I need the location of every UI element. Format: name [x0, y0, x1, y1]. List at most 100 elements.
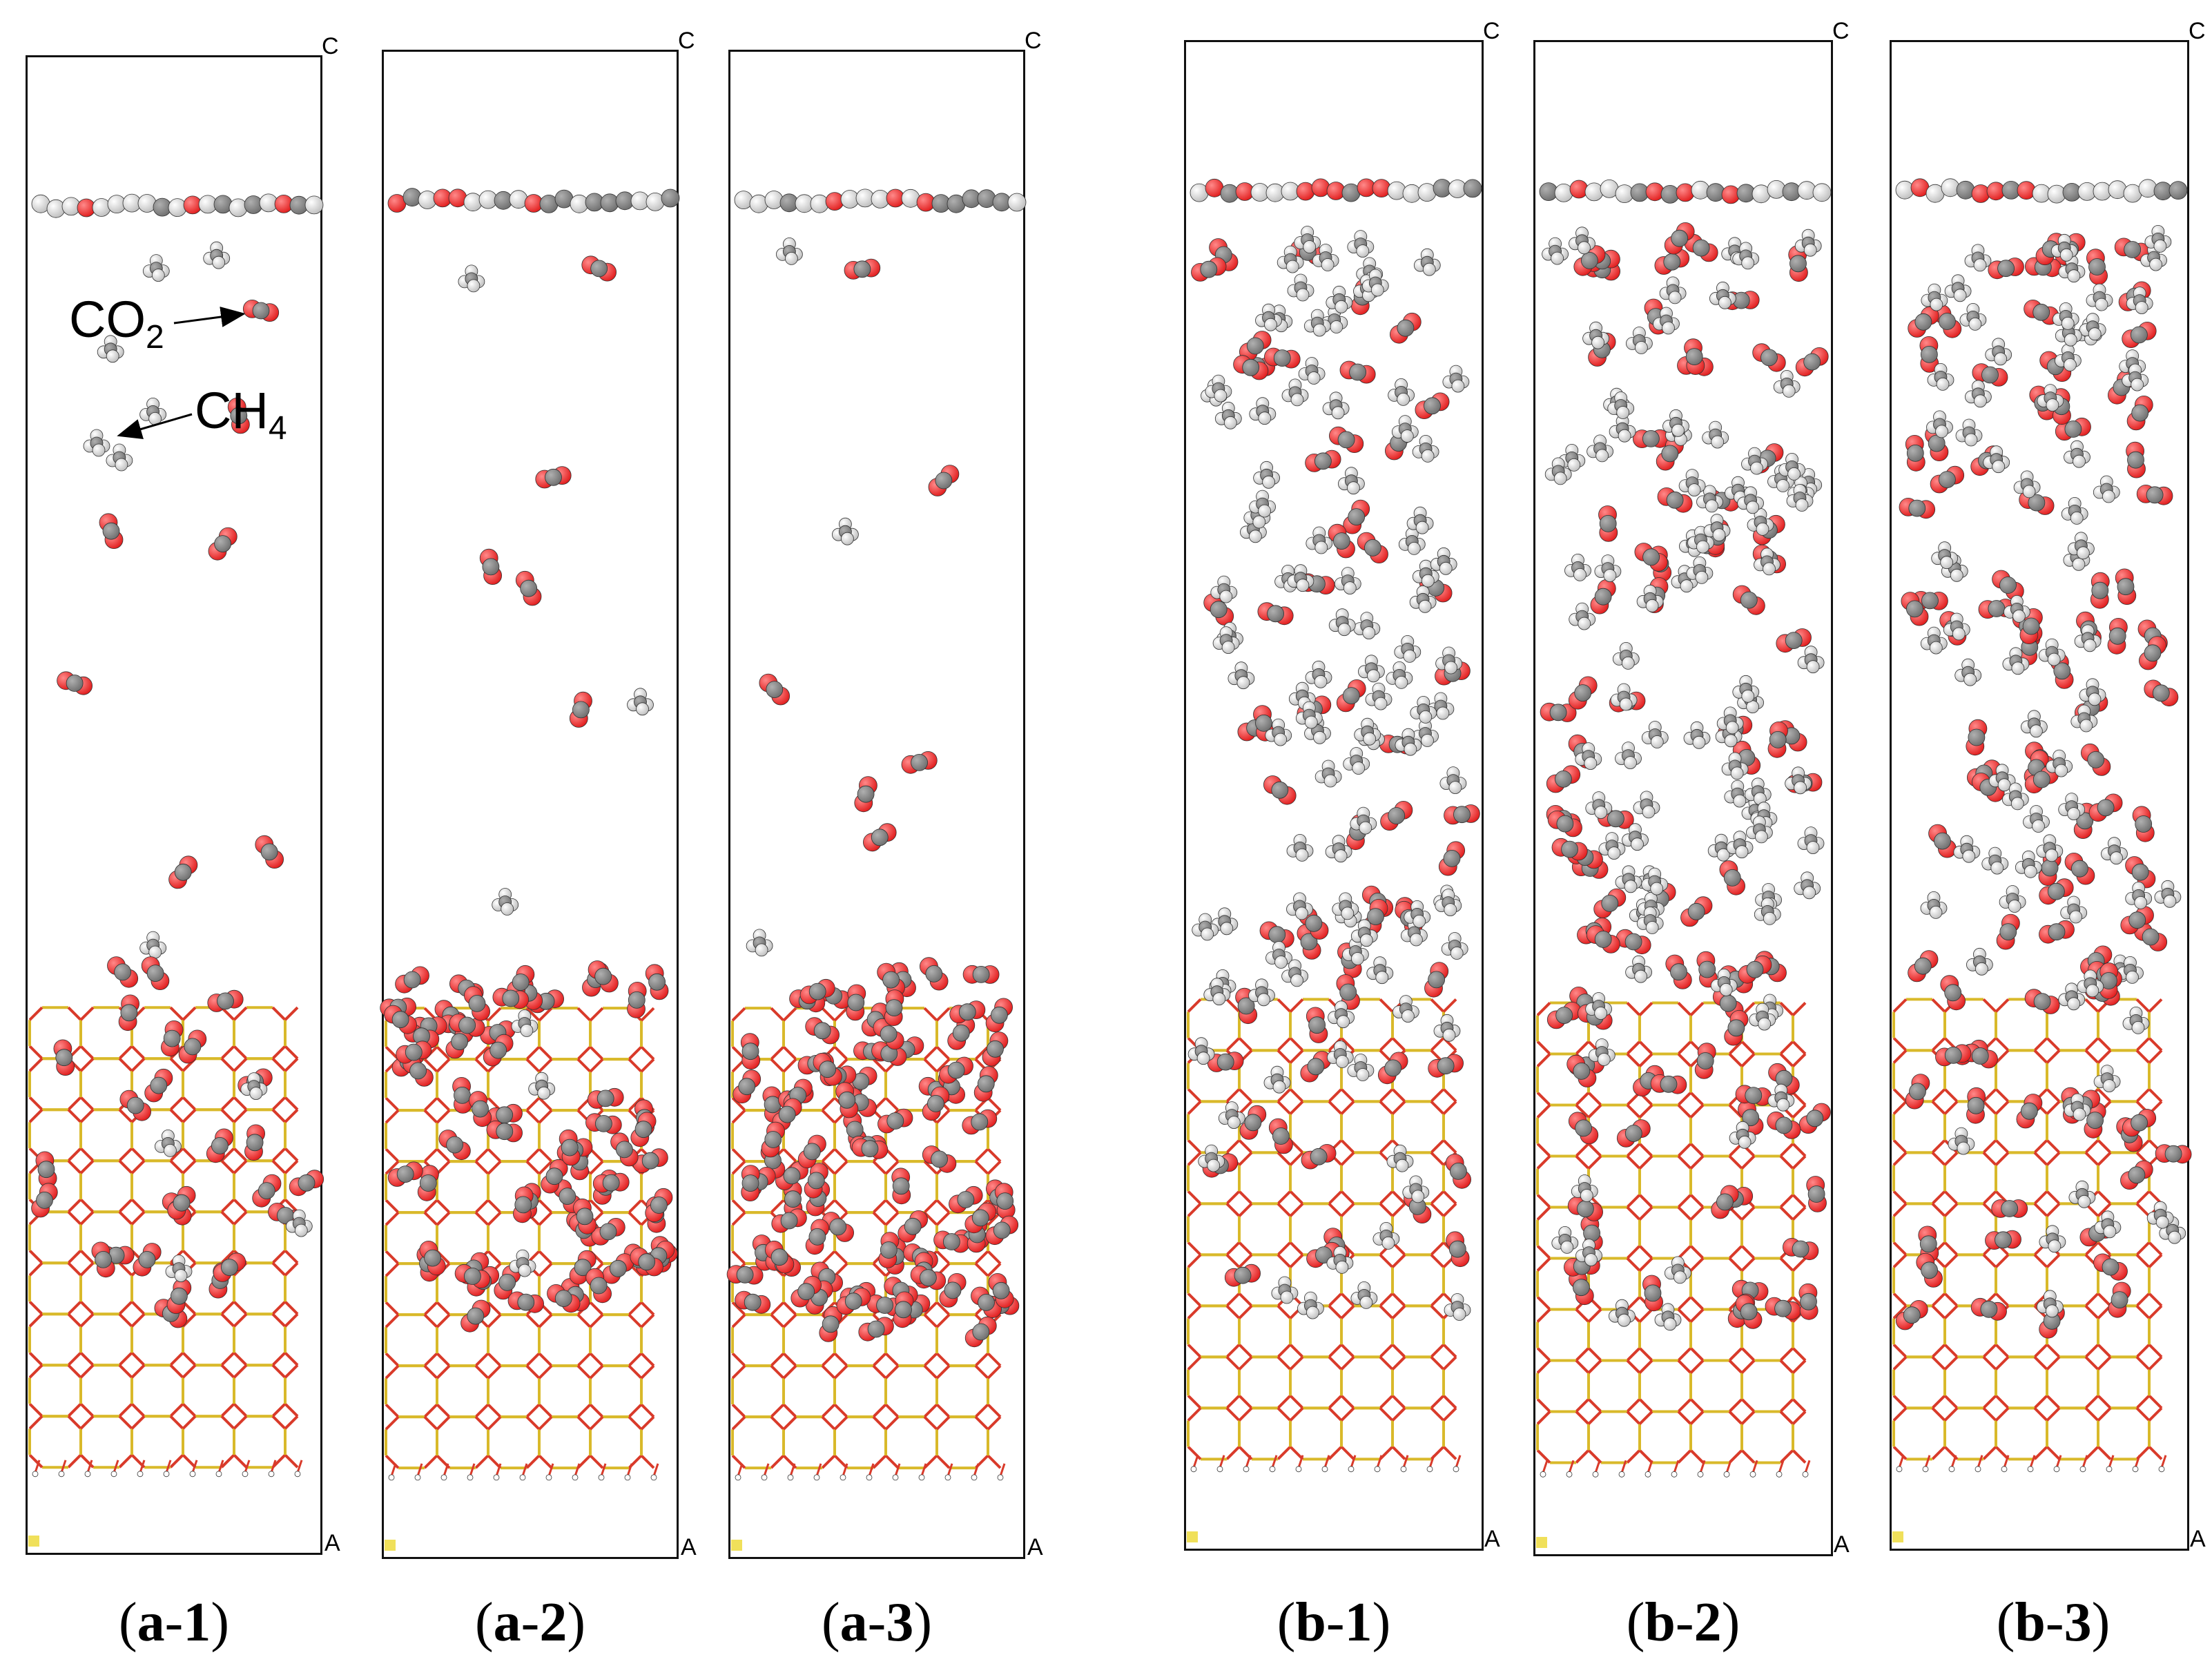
ch4-molecule: [1326, 1040, 1354, 1068]
ch4-molecule: [1615, 865, 1642, 893]
co2-molecule: [587, 1087, 624, 1109]
ch4-molecule: [1281, 959, 1308, 987]
ch4-molecule: [1412, 559, 1439, 588]
ch4-molecule: [2058, 793, 2086, 820]
co2-molecule: [922, 1145, 957, 1173]
co2-molecule: [1297, 924, 1321, 960]
ch4-molecule: [1253, 461, 1280, 489]
ch4-molecule: [1981, 846, 2009, 875]
ch4-molecule: [1386, 661, 1413, 689]
ch4-molecule: [1707, 833, 1735, 862]
co2-molecule: [854, 776, 877, 813]
co2-molecule: [741, 1165, 760, 1201]
ch4-molecule: [1625, 955, 1653, 983]
co2-molecule: [1380, 801, 1413, 831]
co2-molecule: [1546, 1002, 1582, 1029]
co2-molecule: [1446, 1231, 1470, 1268]
co2-molecule: [1665, 954, 1692, 989]
ch4-molecule: [2015, 850, 2042, 878]
ch4-molecule: [1203, 978, 1231, 1006]
ch4-molecule: [1702, 420, 1729, 449]
co2-molecule: [1656, 436, 1684, 471]
ch4-molecule: [1409, 585, 1437, 613]
simulation-box-b-3: [1890, 40, 2189, 1551]
axis-c-label-a-1: C: [322, 33, 339, 59]
ch4-molecule: [106, 443, 133, 472]
ch4-molecule: [2050, 233, 2078, 262]
co2-molecule: [1239, 1105, 1267, 1140]
co2-molecule: [805, 1017, 840, 1045]
co2-molecule: [483, 1034, 514, 1067]
ch4-molecule: [1988, 764, 2016, 792]
co2-molecule: [515, 570, 542, 606]
ch4-molecule: [1709, 281, 1736, 309]
co2-molecule: [1719, 860, 1746, 895]
co2-molecule: [2120, 1160, 2153, 1190]
ch4-molecule: [1343, 747, 1370, 775]
ch4-molecule: [165, 1255, 193, 1282]
co2-molecule: [627, 982, 647, 1018]
co2-molecule: [602, 1253, 634, 1284]
co2-molecule: [384, 1005, 417, 1034]
ch4-molecule: [1326, 285, 1353, 313]
co2-molecule: [632, 1148, 668, 1174]
co2-molecule: [1752, 343, 1786, 372]
ch4-molecule: [1716, 706, 1744, 735]
ch4-molecule: [1306, 526, 1333, 554]
co2-molecule: [759, 673, 790, 706]
co2-molecule: [452, 1077, 472, 1114]
co2-molecule: [178, 1029, 207, 1064]
ch4-molecule: [2122, 1007, 2150, 1034]
ch4-molecule: [1571, 1174, 1598, 1202]
co2-annotation-label: CO2: [69, 291, 164, 356]
ch4-molecule: [458, 264, 485, 293]
ch4-molecule: [1747, 508, 1774, 536]
axis-a-label-b-2: A: [1834, 1531, 1850, 1558]
ch4-molecule: [1966, 947, 1993, 976]
ch4-molecule: [1342, 938, 1369, 965]
ch4-molecule: [1350, 806, 1377, 835]
ch4-molecule: [1683, 721, 1711, 749]
ch4-molecule: [1732, 675, 1760, 703]
co2-molecule: [387, 1161, 423, 1187]
co2-molecule: [1738, 955, 1772, 984]
ch4-molecule: [1328, 1000, 1355, 1029]
co2-molecule: [1732, 585, 1765, 615]
ch4-molecule: [1444, 1293, 1471, 1321]
co2-molecule: [994, 1183, 1016, 1219]
ch4-molecule: [2144, 224, 2172, 253]
co2-molecule: [119, 1090, 152, 1121]
origin-marker: [1187, 1531, 1198, 1542]
ch4-molecule: [1664, 1256, 1691, 1284]
ch4-molecule: [1228, 661, 1255, 690]
ch4-molecule: [1347, 1054, 1375, 1081]
ch4-molecule: [1350, 1281, 1378, 1309]
co2-molecule: [2138, 636, 2167, 670]
ch4-molecule: [1569, 602, 1596, 630]
ch4-molecule: [1287, 273, 1314, 302]
co2-molecule: [242, 299, 280, 322]
ch4-molecule: [1615, 742, 1642, 769]
co2-molecule: [2039, 920, 2075, 944]
ch4-molecule: [1386, 1144, 1414, 1172]
ch4-molecule: [1921, 283, 1948, 311]
simulation-box-a-3: [728, 50, 1025, 1559]
ch4-molecule: [1654, 1303, 1682, 1331]
co2-molecule: [31, 1183, 58, 1218]
co2-molecule: [893, 1291, 914, 1328]
ch4-molecule: [2068, 1180, 2096, 1208]
annotation-arrow: [173, 307, 246, 327]
axis-c-label-a-2: C: [678, 28, 695, 54]
ch4-molecule: [1587, 434, 1614, 463]
ch4-molecule: [1754, 548, 1781, 576]
ch4-molecule: [1404, 900, 1431, 928]
ch4-molecule: [1948, 1127, 1975, 1155]
ch4-molecule: [1999, 885, 2026, 913]
ch4-molecule: [2125, 882, 2153, 909]
ch4-molecule: [1687, 525, 1714, 554]
co2-molecule: [1191, 257, 1227, 282]
co2-molecule: [1597, 808, 1634, 829]
ch4-molecule: [2074, 624, 2102, 652]
axis-c-label-a-3: C: [1025, 28, 1042, 54]
ch4-molecule: [1350, 919, 1378, 947]
